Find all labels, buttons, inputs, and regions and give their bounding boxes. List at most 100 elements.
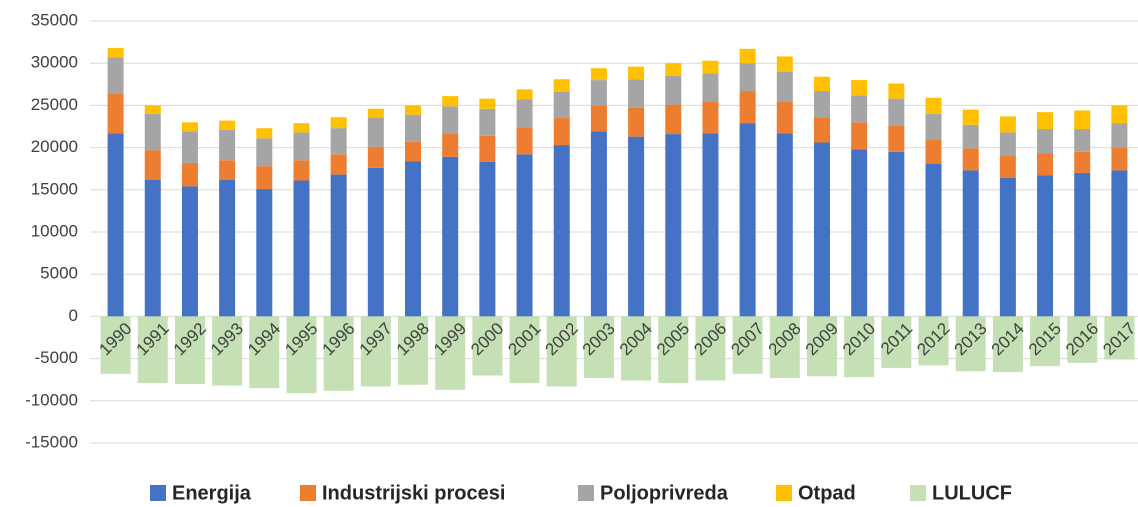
bar (442, 106, 459, 134)
bar (732, 316, 763, 374)
bar (174, 316, 205, 384)
legend-swatch (776, 485, 792, 501)
bar (665, 63, 682, 76)
bar (435, 316, 466, 390)
bar (813, 142, 830, 317)
bar (1111, 147, 1128, 171)
bar (851, 80, 868, 96)
bar (888, 125, 905, 152)
bar (1067, 316, 1098, 363)
bar (925, 113, 942, 141)
bar (888, 83, 905, 99)
bar (739, 63, 756, 92)
bar (739, 123, 756, 317)
bar (962, 148, 979, 171)
bar (776, 71, 793, 102)
bar (962, 170, 979, 317)
y-tick-label: 5000 (40, 264, 78, 283)
bar (219, 129, 236, 161)
bar (405, 141, 422, 162)
bar (144, 150, 161, 180)
bar (219, 179, 236, 317)
legend-label: Industrijski procesi (322, 482, 505, 504)
bar (249, 316, 280, 389)
bar (999, 132, 1016, 156)
bar (665, 134, 682, 317)
y-tick-label: 25000 (31, 95, 78, 114)
bar (405, 161, 422, 317)
bar (516, 89, 533, 100)
legend-label: Poljoprivreda (600, 482, 729, 504)
bar (702, 102, 719, 134)
bar (806, 316, 837, 377)
bar (442, 96, 459, 107)
bar (479, 108, 496, 136)
bar (992, 316, 1023, 373)
bar (330, 128, 347, 155)
bar (776, 101, 793, 134)
bar (181, 131, 198, 163)
bar (658, 316, 689, 384)
y-tick-label: -5000 (35, 348, 78, 367)
bar (398, 316, 429, 385)
bar (628, 66, 645, 80)
bar (100, 316, 131, 374)
bar (479, 161, 496, 317)
bar (293, 180, 310, 317)
legend-label: Energija (172, 482, 252, 504)
bar (181, 162, 198, 187)
bar (621, 316, 652, 381)
bar (999, 155, 1016, 178)
bar (367, 117, 384, 147)
legend-label: Otpad (798, 482, 856, 504)
y-tick-label: 10000 (31, 221, 78, 240)
bar (256, 138, 273, 167)
bar (628, 79, 645, 108)
bar (367, 146, 384, 168)
bar (144, 113, 161, 151)
bar (107, 133, 124, 317)
bar (999, 116, 1016, 133)
bar (293, 132, 310, 161)
y-tick-label: 15000 (31, 179, 78, 198)
bar (479, 98, 496, 109)
bar (107, 93, 124, 134)
bar (181, 122, 198, 132)
bar (442, 156, 459, 317)
bar (472, 316, 503, 376)
bar (293, 160, 310, 181)
bar (813, 76, 830, 92)
y-tick-label: 35000 (31, 10, 78, 29)
legend-swatch (578, 485, 594, 501)
bar (330, 117, 347, 129)
bar (219, 160, 236, 180)
bar (256, 166, 273, 189)
bar (881, 316, 912, 368)
y-tick-label: 20000 (31, 137, 78, 156)
bar (776, 56, 793, 72)
bar (1037, 112, 1054, 130)
bar (1037, 129, 1054, 154)
y-tick-label: -15000 (25, 432, 78, 451)
bar (665, 104, 682, 135)
bar (1104, 316, 1135, 360)
bar (516, 99, 533, 128)
bar (367, 167, 384, 317)
bar (665, 75, 682, 105)
bar (702, 73, 719, 103)
bar (330, 154, 347, 175)
bar (212, 316, 243, 386)
bar (516, 154, 533, 317)
bar (553, 91, 570, 119)
bar (367, 108, 384, 118)
bar (1111, 123, 1128, 148)
bar (776, 133, 793, 317)
bar (955, 316, 986, 372)
bar (769, 316, 800, 379)
bar (925, 97, 942, 114)
bar (695, 316, 726, 381)
bar (925, 163, 942, 317)
bar (1111, 170, 1128, 317)
bar (553, 145, 570, 317)
